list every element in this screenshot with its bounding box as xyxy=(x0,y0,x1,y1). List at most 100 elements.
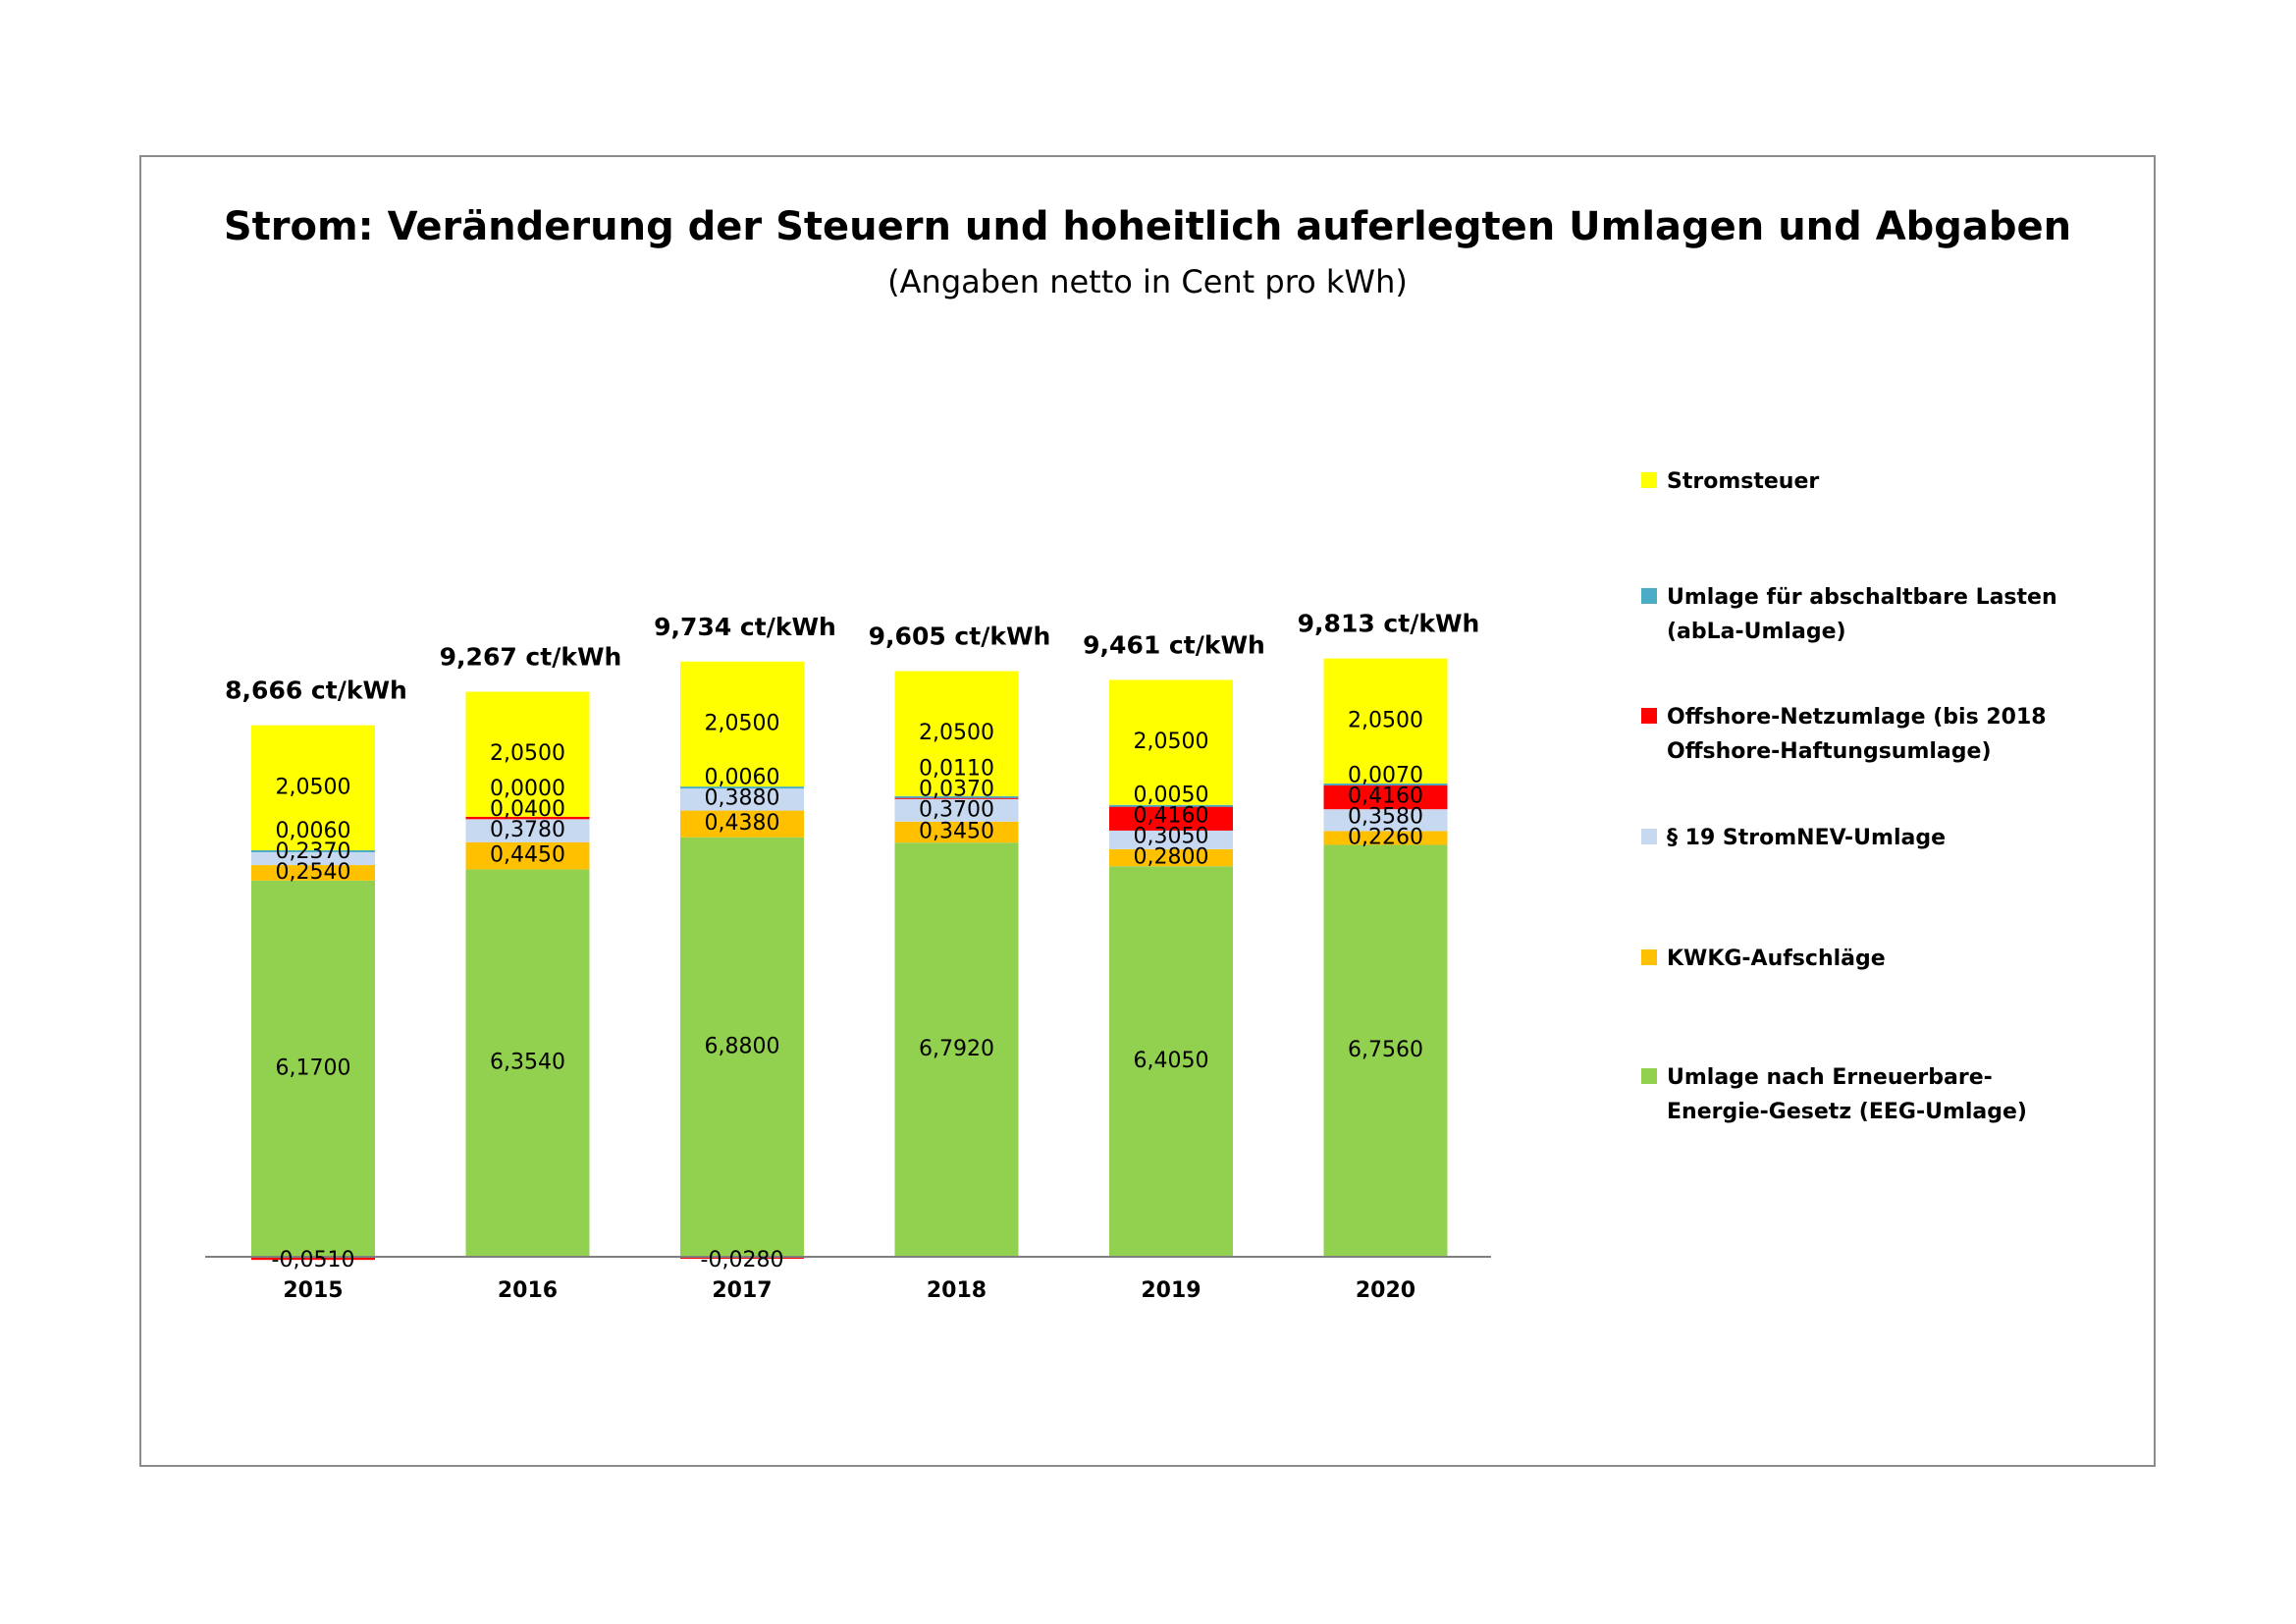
legend-label: Umlage nach Erneuerbare-Energie-Gesetz (… xyxy=(1667,1065,2027,1124)
x-tick-label-2015: 2015 xyxy=(283,1278,343,1303)
legend-label: Stromsteuer xyxy=(1667,469,1820,494)
bar-segment-2016-0 xyxy=(465,869,590,1257)
data-label-2015-0: 6,1700 xyxy=(276,1056,351,1080)
data-label-2016-5: 2,0500 xyxy=(490,741,565,766)
chart-subtitle: (Angaben netto in Cent pro kWh) xyxy=(887,263,1408,300)
legend-item: Stromsteuer xyxy=(1641,464,2079,499)
x-tick-label-2019: 2019 xyxy=(1141,1278,1201,1303)
data-label-2016-4: 0,0000 xyxy=(490,777,565,801)
bar-segment-2016-1 xyxy=(465,841,590,870)
data-label-2019-4: 0,0050 xyxy=(1134,784,1209,808)
data-label-2020-3: 0,4160 xyxy=(1348,784,1423,808)
chart-title: Strom: Veränderung der Steuern und hohei… xyxy=(223,204,2072,249)
bar-segment-2020-5 xyxy=(1323,658,1448,784)
bar-segment-2018-1 xyxy=(894,821,1019,843)
bar-segment-2015-0 xyxy=(251,880,375,1257)
data-label-2018-3: 0,0370 xyxy=(919,777,994,801)
data-label-2017-0: 6,8800 xyxy=(705,1034,780,1058)
legend-item: § 19 StromNEV-Umlage xyxy=(1641,821,2079,855)
bar-segment-2016-2 xyxy=(465,819,590,842)
bar-segment-2020-2 xyxy=(1323,809,1448,832)
legend-swatch xyxy=(1641,708,1657,724)
data-label-2020-0: 6,7560 xyxy=(1348,1038,1423,1062)
data-label-2019-3: 0,4160 xyxy=(1134,804,1209,829)
total-label-2020: 9,813 ct/kWh xyxy=(1298,610,1480,638)
total-label-2016: 9,267 ct/kWh xyxy=(440,643,622,672)
total-label-2019: 9,461 ct/kWh xyxy=(1083,630,1265,659)
bar-segment-2020-4 xyxy=(1323,783,1448,785)
bar-segment-2016-5 xyxy=(465,691,590,817)
data-label-2018-4: 0,0110 xyxy=(919,756,994,781)
legend-item: Offshore-Netzumlage (bis 2018 Offshore-H… xyxy=(1641,700,2079,769)
data-label-2019-5: 2,0500 xyxy=(1134,730,1209,754)
legend-label: Umlage für abschaltbare Lasten (abLa-Uml… xyxy=(1667,585,2057,644)
x-tick-label-2020: 2020 xyxy=(1356,1278,1415,1303)
total-label-2017: 9,734 ct/kWh xyxy=(654,613,836,641)
bar-segment-2017-4 xyxy=(680,786,804,789)
bar-segment-2015-5 xyxy=(251,725,375,850)
bar-segment-2015-2 xyxy=(251,850,375,866)
data-label-2017-5: 2,0500 xyxy=(705,711,780,735)
legend-item: Umlage nach Erneuerbare-Energie-Gesetz (… xyxy=(1641,1060,2079,1129)
data-label-2019-0: 6,4050 xyxy=(1134,1049,1209,1073)
data-label-2018-0: 6,7920 xyxy=(919,1037,994,1061)
bar-segment-2018-5 xyxy=(894,671,1019,796)
legend-swatch xyxy=(1641,1068,1657,1084)
bar-segment-2019-0 xyxy=(1109,866,1233,1257)
legend-item: Umlage für abschaltbare Lasten (abLa-Uml… xyxy=(1641,580,2079,649)
legend-label: § 19 StromNEV-Umlage xyxy=(1667,826,1947,850)
bar-segment-2019-2 xyxy=(1109,830,1233,849)
bar-segment-2017-2 xyxy=(680,786,804,811)
data-label-2016-0: 6,3540 xyxy=(490,1051,565,1075)
legend-swatch xyxy=(1641,949,1657,965)
data-label-2018-5: 2,0500 xyxy=(919,721,994,745)
chart-frame: Strom: Veränderung der Steuern und hohei… xyxy=(139,155,2156,1467)
data-label-2016-3: 0,0400 xyxy=(490,797,565,822)
chart-plot: 8,666 ct/kWh 2015 9,267 ct/kWh 2016 9,734 ct… xyxy=(205,610,1491,1303)
bar-segment-2017-1 xyxy=(680,810,804,838)
bar-segment-2018-4 xyxy=(894,795,1019,798)
data-label-2017-3: -0,0280 xyxy=(701,1248,784,1272)
data-label-2020-1: 0,2260 xyxy=(1348,825,1423,849)
bar-segment-2017-0 xyxy=(680,837,804,1257)
bar-segment-2016-3 xyxy=(465,816,590,820)
data-label-2018-2: 0,3700 xyxy=(919,797,994,822)
bar-segment-2020-3 xyxy=(1323,784,1448,810)
x-tick-label-2017: 2017 xyxy=(712,1278,772,1303)
bar-segment-2018-0 xyxy=(894,842,1019,1257)
x-tick-label-2018: 2018 xyxy=(927,1278,987,1303)
bar-segment-2018-2 xyxy=(894,798,1019,822)
data-label-2015-4: 0,0060 xyxy=(276,819,351,843)
legend-label: Offshore-Netzumlage (bis 2018 Offshore-H… xyxy=(1667,705,2047,764)
legend-swatch xyxy=(1641,472,1657,488)
bar-segment-2020-0 xyxy=(1323,844,1448,1257)
data-label-2019-1: 0,2800 xyxy=(1134,845,1209,870)
data-label-2020-2: 0,3580 xyxy=(1348,804,1423,829)
data-label-2015-1: 0,2540 xyxy=(276,860,351,885)
legend-item: KWKG-Aufschläge xyxy=(1641,942,2079,976)
data-label-2020-5: 2,0500 xyxy=(1348,708,1423,732)
bar-segment-2020-1 xyxy=(1323,831,1448,845)
legend-label: KWKG-Aufschläge xyxy=(1667,947,1886,971)
data-label-2018-1: 0,3450 xyxy=(919,820,994,844)
data-label-2015-2: 0,2370 xyxy=(276,839,351,864)
data-label-2015-3: -0,0510 xyxy=(272,1248,355,1272)
x-tick-label-2016: 2016 xyxy=(498,1278,558,1303)
bar-segment-2019-4 xyxy=(1109,804,1233,807)
bar-segment-2019-5 xyxy=(1109,679,1233,805)
data-label-2016-2: 0,3780 xyxy=(490,818,565,842)
legend-swatch xyxy=(1641,829,1657,844)
bar-segment-2015-3 xyxy=(251,1257,375,1261)
bar-segment-2019-3 xyxy=(1109,805,1233,831)
data-label-2020-4: 0,0070 xyxy=(1348,763,1423,787)
data-label-2017-2: 0,3880 xyxy=(705,786,780,811)
bar-segment-2017-5 xyxy=(680,661,804,787)
data-label-2015-5: 2,0500 xyxy=(276,775,351,799)
bar-segment-2015-1 xyxy=(251,865,375,881)
legend-swatch xyxy=(1641,588,1657,604)
data-label-2016-1: 0,4450 xyxy=(490,843,565,868)
data-label-2017-1: 0,4380 xyxy=(705,811,780,836)
total-label-2015: 8,666 ct/kWh xyxy=(225,677,407,705)
data-label-2017-4: 0,0060 xyxy=(705,766,780,790)
data-label-2019-2: 0,3050 xyxy=(1134,825,1209,849)
